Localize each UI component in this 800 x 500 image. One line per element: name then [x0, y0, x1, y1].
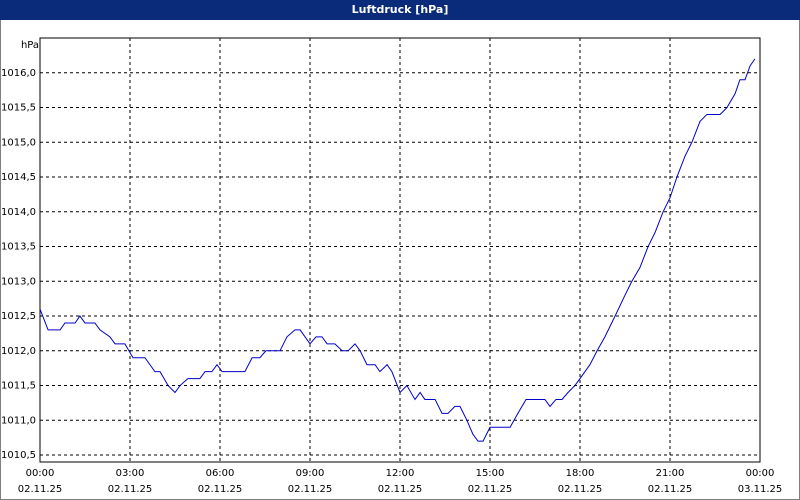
- y-unit: hPa: [21, 40, 39, 51]
- x-tick-date: 02.11.25: [288, 484, 333, 495]
- y-tick-label: 1012,5: [1, 311, 36, 322]
- y-tick-label: 1013,0: [1, 276, 36, 287]
- y-tick-label: 1011,0: [1, 415, 36, 426]
- y-tick-label: 1012,0: [1, 346, 36, 357]
- x-tick-date: 02.11.25: [18, 484, 63, 495]
- pressure-line: [39, 58, 756, 442]
- y-tick-label: 1014,0: [1, 207, 36, 218]
- x-tick-label: 12:00: [386, 468, 415, 479]
- x-tick-date: 02.11.25: [468, 484, 513, 495]
- x-tick-label: 00:00: [746, 468, 775, 479]
- y-tick-label: 1014,5: [1, 172, 36, 183]
- x-tick-label: 06:00: [206, 468, 235, 479]
- y-tick-label: 1015,0: [1, 137, 36, 148]
- x-tick-date: 03.11.25: [738, 484, 783, 495]
- y-tick-label: 1015,5: [1, 103, 36, 114]
- x-tick-date: 02.11.25: [558, 484, 603, 495]
- y-tick-label: 1011,5: [1, 381, 36, 392]
- x-tick-label: 03:00: [116, 468, 145, 479]
- x-tick-date: 02.11.25: [648, 484, 693, 495]
- x-tick-date: 02.11.25: [198, 484, 243, 495]
- y-tick-label: 1016,0: [1, 68, 36, 79]
- x-tick-label: 09:00: [296, 468, 325, 479]
- x-tick-label: 00:00: [26, 468, 55, 479]
- x-tick-date: 02.11.25: [378, 484, 423, 495]
- chart-title: Luftdruck [hPa]: [352, 3, 449, 16]
- title-bar: [0, 0, 800, 20]
- x-tick-label: 15:00: [476, 468, 505, 479]
- x-tick-date: 02.11.25: [108, 484, 153, 495]
- y-tick-label: 1010,5: [1, 450, 36, 461]
- x-tick-label: 18:00: [566, 468, 595, 479]
- y-tick-label: 1013,5: [1, 242, 36, 253]
- x-tick-label: 21:00: [656, 468, 685, 479]
